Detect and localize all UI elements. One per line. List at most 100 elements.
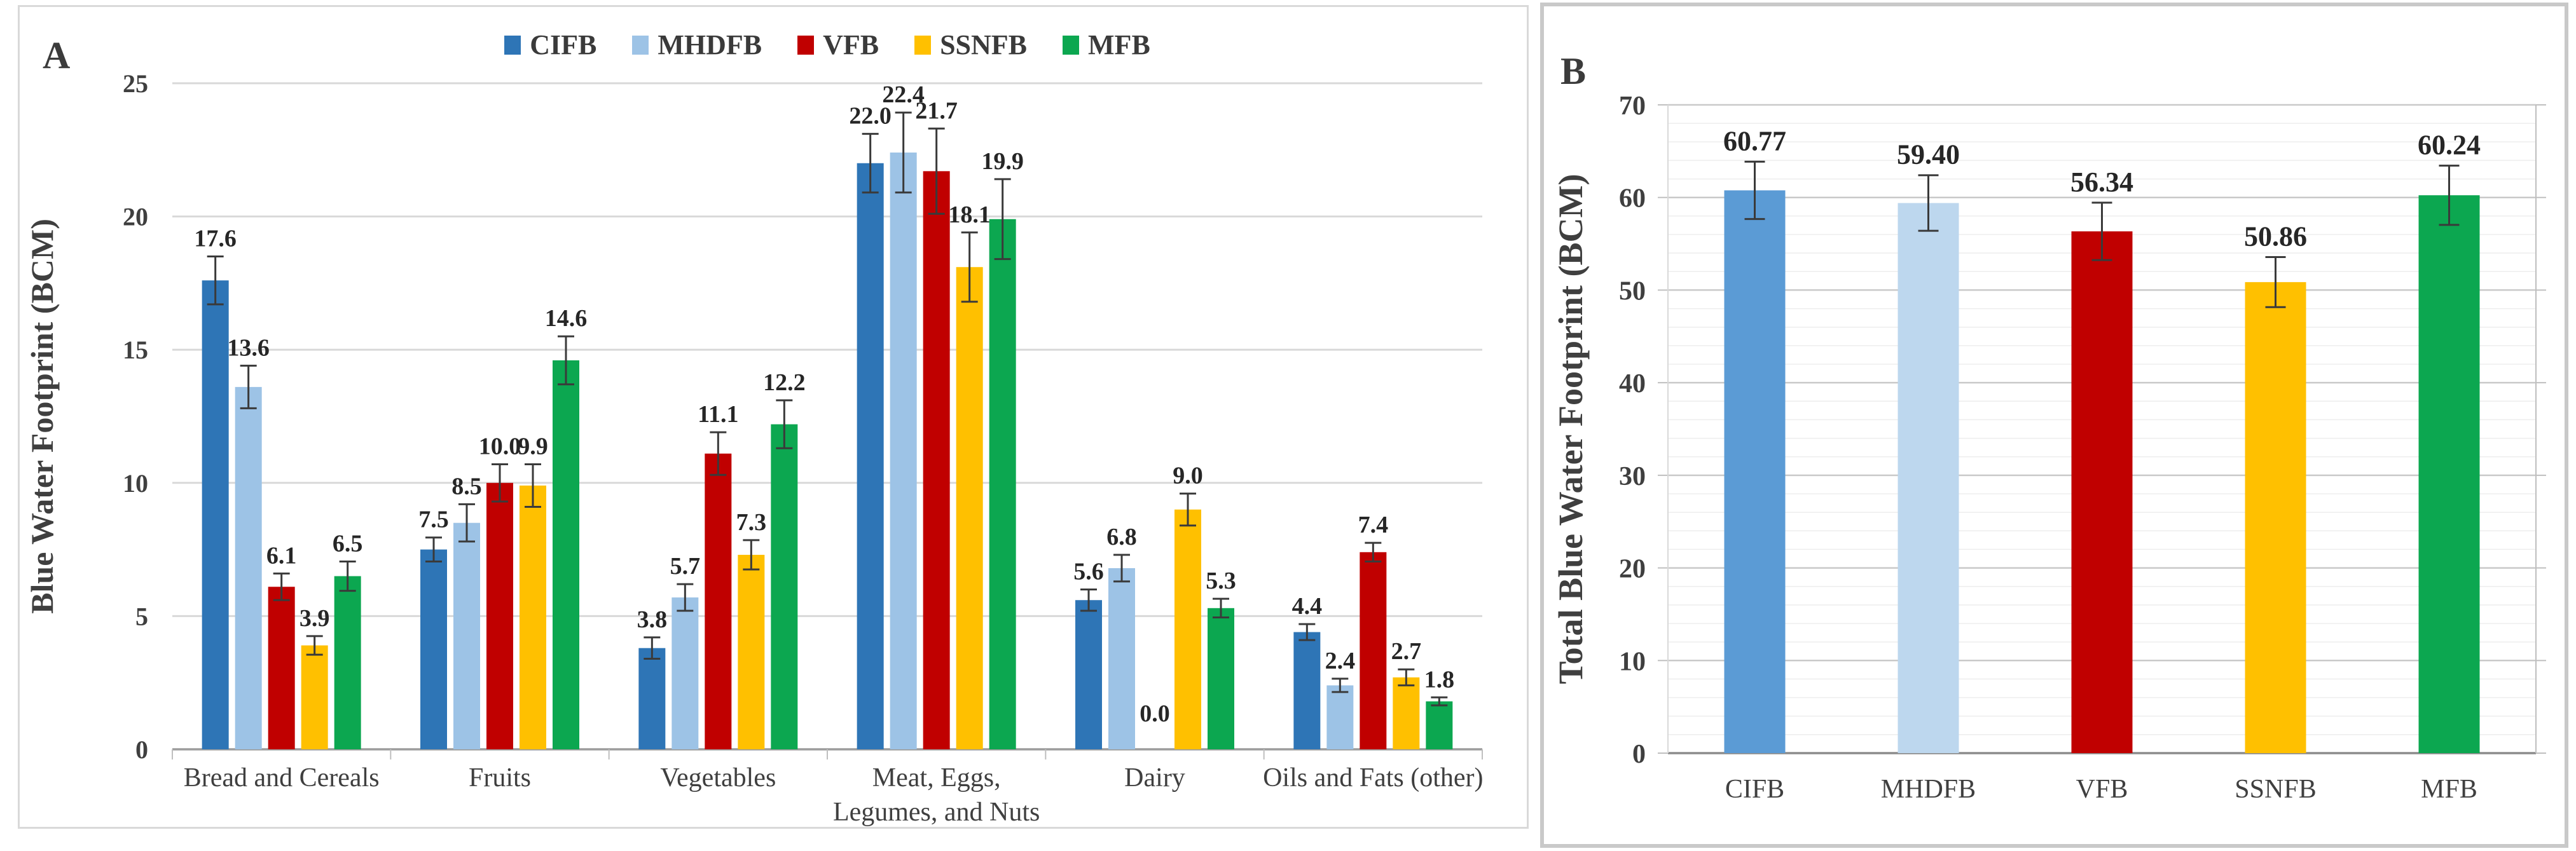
legend-item: SSNFB	[914, 29, 1027, 61]
bar	[771, 424, 798, 749]
bar	[1426, 701, 1453, 749]
bar	[638, 648, 666, 749]
bar	[2071, 231, 2133, 753]
bar	[453, 522, 480, 749]
bar-value-label: 60.24	[2418, 130, 2481, 161]
bar	[1075, 600, 1102, 749]
y-tick-label: 15	[123, 336, 148, 364]
y-tick-label: 0	[1632, 740, 1646, 769]
y-axis-title: Blue Water Footprint (BCM)	[24, 219, 60, 614]
category-label: SSNFB	[2235, 775, 2316, 804]
bar-value-label: 2.4	[1325, 648, 1356, 674]
bar-value-label: 9.9	[518, 433, 548, 460]
bar	[553, 360, 579, 749]
bar	[420, 549, 447, 749]
y-tick-label: 20	[1619, 555, 1646, 584]
bar	[1360, 552, 1387, 749]
y-tick-label: 10	[1619, 647, 1646, 676]
bar	[923, 171, 950, 749]
bar	[705, 453, 732, 749]
legend-label: CIFB	[530, 29, 597, 60]
y-tick-label: 0	[135, 735, 148, 764]
bar-value-label: 6.8	[1106, 524, 1137, 550]
bar-value-label: 2.7	[1391, 638, 1422, 665]
legend-item: MHDFB	[632, 29, 762, 61]
bar	[2418, 195, 2480, 753]
bar	[268, 587, 295, 749]
bar	[956, 267, 983, 749]
bar	[301, 645, 328, 749]
bar	[1326, 685, 1354, 749]
y-tick-label: 50	[1619, 276, 1646, 306]
y-tick-label: 20	[123, 203, 148, 231]
category-label: Dairy	[1124, 763, 1185, 793]
y-tick-label: 10	[123, 469, 148, 498]
bar-value-label: 8.5	[451, 473, 482, 500]
category-label: CIFB	[1725, 775, 1784, 804]
bar-value-label: 17.6	[194, 225, 237, 252]
bar	[857, 163, 884, 749]
bar-value-label: 22.0	[849, 103, 892, 130]
chart-a-svg: 0 5 10 15 20 25 17.6 7.5 3.8 22.0 5.6 4.4 13.6 8.5 5.7…	[24, 69, 1484, 827]
bar	[1174, 509, 1201, 749]
y-tick-label: 30	[1619, 462, 1646, 491]
category-label: MHDFB	[1881, 775, 1976, 804]
legend-label: MFB	[1088, 29, 1150, 60]
bar-value-label: 50.86	[2244, 221, 2307, 252]
bar-value-label: 13.6	[227, 334, 270, 361]
bar	[1898, 203, 1959, 753]
bar-value-label: 60.77	[1723, 125, 1786, 156]
bar-value-label: 3.9	[300, 605, 329, 632]
bar-value-label: 5.6	[1073, 558, 1104, 585]
bar-value-label: 7.4	[1358, 512, 1389, 538]
category-label: Legumes, and Nuts	[833, 798, 1040, 827]
bar-value-label: 6.1	[266, 542, 297, 569]
legend-label: MHDFB	[658, 29, 762, 60]
legend-swatch-icon	[1063, 35, 1080, 55]
legend-swatch-icon	[914, 35, 932, 55]
y-tick-label: 60	[1619, 184, 1646, 214]
legend-swatch-icon	[632, 35, 649, 55]
bar-value-label: 5.7	[670, 553, 701, 580]
bar-value-label: 6.5	[333, 530, 363, 557]
bar	[486, 482, 513, 749]
panel-a-grouped-bar-chart: A CIFB MHDFB VFB SSNFB MFB 0 5 10 15 20 25 17.6 7.5…	[18, 5, 1529, 829]
category-label: VFB	[2076, 775, 2128, 804]
chart-b-svg: 0 10 20 30 40 50 60 70 60.77 CIFB 59.40 MHDFB 56.34 V…	[1552, 92, 2546, 804]
bar	[202, 280, 229, 749]
bar-value-label: 5.3	[1206, 568, 1236, 594]
panel-a-letter: A	[43, 34, 71, 76]
bar-value-label: 14.6	[545, 305, 588, 332]
bar-value-label: 19.9	[981, 148, 1024, 175]
category-label: Bread and Cereals	[184, 763, 380, 793]
bar	[1293, 632, 1321, 749]
bar	[2245, 282, 2306, 753]
legend-swatch-icon	[504, 35, 521, 55]
category-label: Oils and Fats (other)	[1263, 763, 1483, 793]
category-label: Vegetables	[660, 763, 776, 793]
bar	[738, 554, 765, 749]
bar-value-label: 3.8	[637, 606, 668, 633]
legend: CIFB MHDFB VFB SSNFB MFB	[172, 29, 1482, 61]
legend-item: CIFB	[504, 29, 596, 61]
panel-b-total-bar-chart: B 0 10 20 30 40 50 60 70 60.77 CIFB 59.40 MHDFB 56.3…	[1540, 3, 2568, 848]
bar	[1724, 190, 1786, 754]
bar-value-label: 9.0	[1173, 463, 1203, 489]
bar-value-label: 11.1	[698, 401, 738, 428]
category-label: Meat, Eggs,	[872, 763, 1001, 793]
legend-label: VFB	[823, 29, 879, 60]
bar	[235, 386, 262, 749]
bar	[989, 219, 1016, 749]
bar	[1393, 677, 1420, 749]
bar	[1108, 568, 1135, 749]
bar	[1208, 608, 1234, 749]
y-axis-title: Total Blue Water Footprint (BCM)	[1552, 174, 1590, 684]
legend-swatch-icon	[797, 35, 815, 55]
bar-value-label: 12.2	[763, 369, 806, 396]
legend-label: SSNFB	[940, 29, 1028, 60]
bar-value-label: 56.34	[2070, 167, 2133, 198]
y-tick-label: 70	[1619, 92, 1646, 121]
panel-b-letter: B	[1560, 50, 1587, 92]
category-label: MFB	[2421, 775, 2477, 804]
